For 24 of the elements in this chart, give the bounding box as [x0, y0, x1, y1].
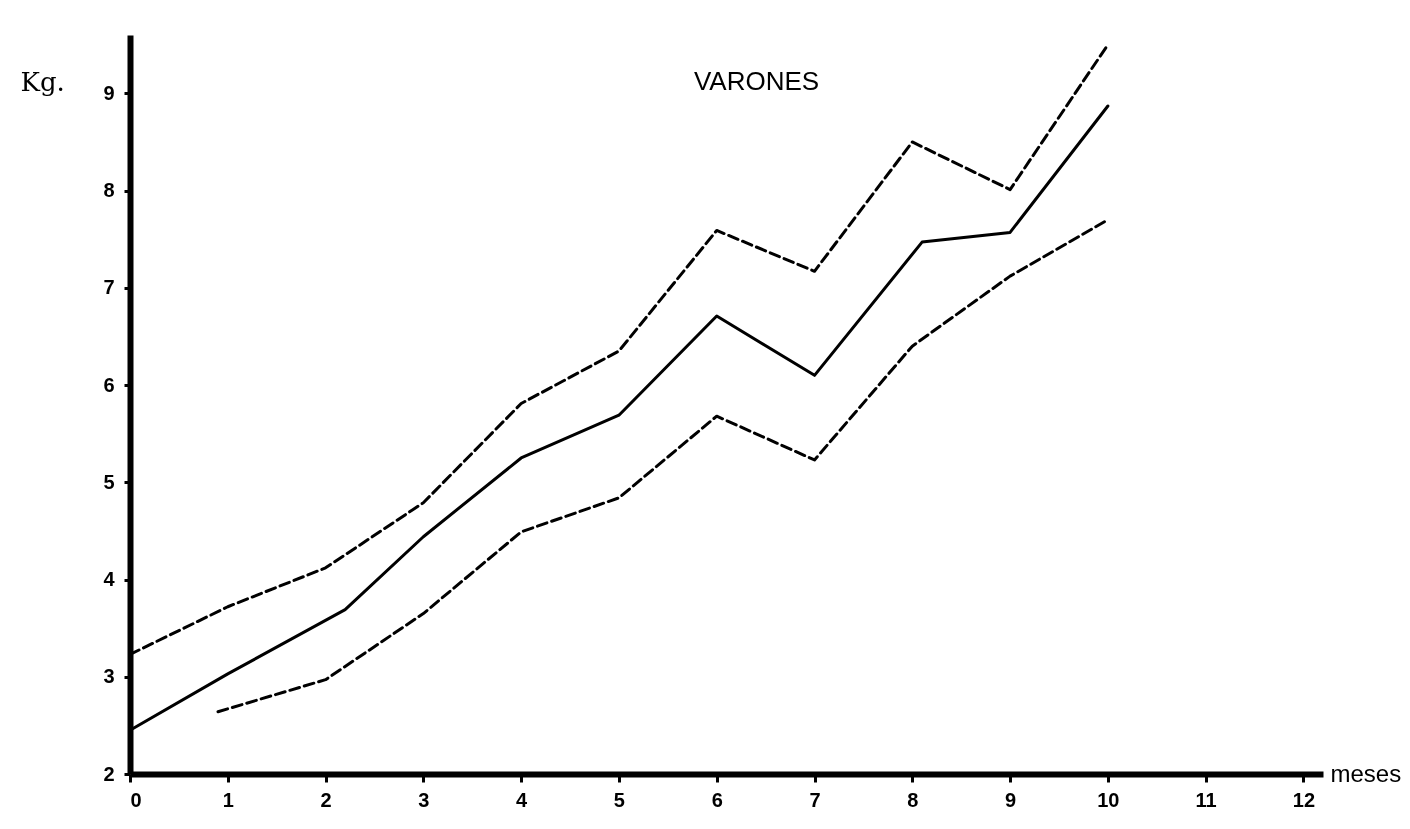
x-tick-label: 5 [613, 788, 625, 811]
x-tick-label: 6 [711, 788, 723, 811]
y-tick-label: 4 [103, 568, 116, 591]
x-tick-label: 2 [320, 788, 332, 811]
y-tick-label: 6 [103, 373, 115, 396]
y-tick-label: 8 [103, 179, 115, 202]
y-tick-label: 5 [103, 470, 115, 493]
y-tick-label: 3 [103, 665, 115, 688]
x-tick-label: 0 [130, 788, 142, 811]
x-tick-label: 8 [907, 788, 919, 811]
y-tick-label: 9 [103, 81, 115, 104]
y-tick-label: 2 [103, 762, 115, 785]
x-tick-label: 11 [1195, 788, 1217, 811]
y-axis-title: Kg. [20, 66, 65, 97]
x-tick-label: 4 [516, 788, 529, 811]
x-tick-label: 3 [418, 788, 430, 811]
x-tick-label: 10 [1097, 788, 1120, 811]
text: VARONES [693, 66, 820, 96]
y-tick-label: 7 [103, 276, 115, 299]
x-axis-title: meses [1330, 759, 1402, 787]
x-tick-label: 9 [1005, 788, 1017, 811]
x-tick-label: 1 [222, 788, 234, 811]
x-tick-label: 7 [809, 788, 821, 811]
x-tick-label: 12 [1292, 788, 1316, 811]
